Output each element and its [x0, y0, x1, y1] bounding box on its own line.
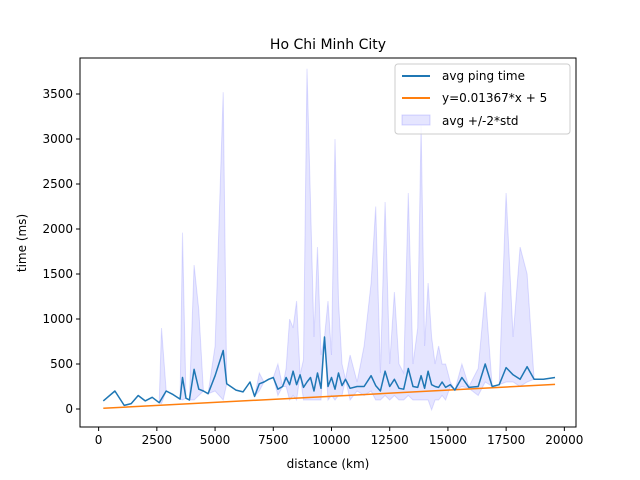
x-ticks: 0 2500 5000 7500 10000 12500 15000 17500 20000 — [95, 427, 583, 447]
legend-label-avg: avg ping time — [442, 69, 525, 83]
x-tick-label: 20000 — [545, 433, 583, 447]
x-tick-label: 5000 — [200, 433, 231, 447]
x-tick-label: 0 — [95, 433, 103, 447]
fit-line — [103, 383, 556, 410]
avg-ping-line — [102, 336, 556, 407]
x-tick-label: 10000 — [312, 433, 350, 447]
legend-label-fit: y=0.01367*x + 5 — [442, 91, 547, 105]
y-tick-label: 3500 — [42, 87, 73, 101]
y-tick-label: 2000 — [42, 222, 73, 236]
y-tick-label: 0 — [65, 402, 73, 416]
legend-swatch-band — [401, 114, 431, 126]
y-ticks: 0 500 1000 1500 2000 2500 3000 3500 — [42, 87, 80, 416]
x-tick-label: 7500 — [258, 433, 289, 447]
chart-title: Ho Chi Minh City — [270, 37, 386, 53]
y-tick-label: 1500 — [42, 267, 73, 281]
x-tick-label: 2500 — [142, 433, 173, 447]
y-tick-label: 500 — [50, 357, 73, 371]
legend: avg ping time y=0.01367*x + 5 avg +/-2*s… — [394, 63, 571, 135]
series-layer — [102, 336, 556, 410]
y-axis-label: time (ms) — [15, 214, 29, 272]
legend-box — [394, 63, 571, 135]
x-tick-label: 15000 — [429, 433, 467, 447]
y-tick-label: 1000 — [42, 312, 73, 326]
y-tick-label: 3000 — [42, 132, 73, 146]
x-axis-label: distance (km) — [287, 457, 370, 471]
x-tick-label: 12500 — [371, 433, 409, 447]
y-tick-label: 2500 — [42, 177, 73, 191]
plot-frame — [79, 57, 577, 428]
legend-label-band: avg +/-2*std — [442, 114, 519, 128]
x-tick-label: 17500 — [487, 433, 525, 447]
